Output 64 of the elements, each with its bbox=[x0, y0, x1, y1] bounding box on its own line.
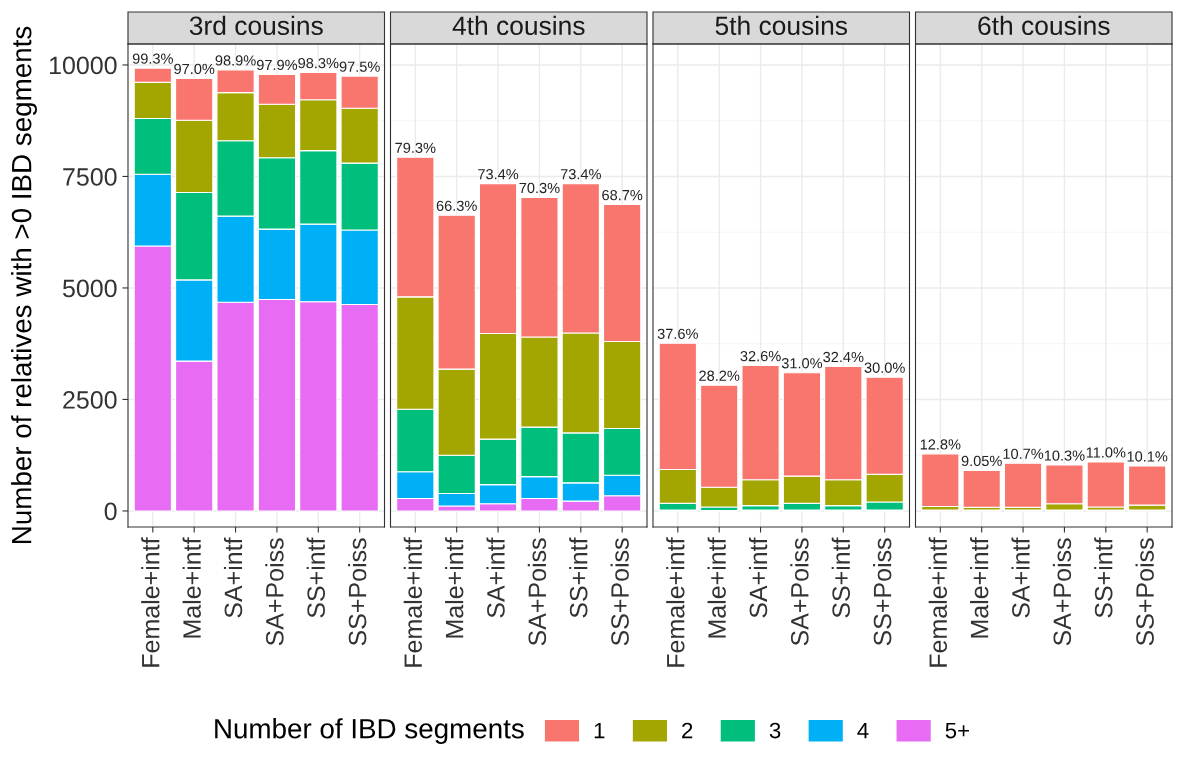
x-tick-label: SA+intf bbox=[1011, 537, 1030, 618]
x-tick-label: SA+intf bbox=[223, 537, 243, 618]
annotation: 97.9% bbox=[256, 59, 298, 71]
x-tick-label: SA+Poiss bbox=[527, 538, 547, 646]
x-tick-label: SA+Poiss bbox=[1052, 538, 1072, 646]
annotation: 37.6% bbox=[657, 328, 698, 339]
x-tick-label: Male+intf bbox=[970, 537, 989, 638]
y-tick-label: 7500 bbox=[63, 168, 117, 186]
x-tick-label: SA+intf bbox=[486, 537, 505, 618]
x-tick-label: Male+intf bbox=[445, 537, 464, 638]
x-tick-label: SA+Poiss bbox=[265, 538, 284, 646]
annotation: 66.3% bbox=[436, 200, 477, 211]
legend-label: 3 bbox=[769, 722, 781, 739]
x-tick-label: SS+intf bbox=[569, 537, 588, 618]
annotation: 30.0% bbox=[864, 362, 905, 373]
annotation: 12.8% bbox=[920, 439, 961, 450]
x-tick-label: SS+intf bbox=[1094, 537, 1113, 618]
x-tick-label: Female+intf bbox=[666, 537, 685, 667]
annotation: 28.2% bbox=[699, 370, 740, 381]
x-tick-label: Female+intf bbox=[141, 537, 160, 667]
legend-label: 4 bbox=[857, 722, 869, 739]
x-tick-label: SS+Poiss bbox=[610, 538, 629, 646]
annotation: 68.7% bbox=[602, 189, 643, 201]
x-tick-label: SS+Poiss bbox=[1135, 538, 1154, 646]
annotation: 32.4% bbox=[823, 351, 864, 363]
legend-label: 5+ bbox=[945, 722, 969, 739]
annotation: 98.3% bbox=[298, 57, 339, 69]
annotation: 70.3% bbox=[519, 182, 560, 194]
annotation: 10.1% bbox=[1127, 451, 1168, 462]
y-axis-title: Number of relatives with >0 IBD segments bbox=[11, 26, 37, 543]
annotation: 32.6% bbox=[740, 350, 781, 362]
y-tick-label: 0 bbox=[104, 502, 117, 521]
chart-title: 4th cousins bbox=[452, 15, 585, 36]
annotation: 9.05% bbox=[961, 455, 1002, 467]
chart-title: 6th cousins bbox=[978, 15, 1110, 36]
annotation: 79.3% bbox=[395, 142, 436, 154]
annotation: 99.3% bbox=[132, 53, 173, 64]
x-tick-label: Male+intf bbox=[182, 537, 201, 638]
annotation: 97.0% bbox=[174, 63, 215, 75]
annotation: 11.0% bbox=[1086, 447, 1126, 458]
annotation: 10.7% bbox=[1003, 448, 1044, 459]
x-tick-label: SA+Poiss bbox=[790, 538, 809, 646]
chart-title: 3rd cousins bbox=[189, 15, 323, 36]
annotation: 73.4% bbox=[478, 168, 519, 180]
y-tick-label: 10000 bbox=[49, 56, 117, 75]
y-tick-label: 2500 bbox=[63, 391, 117, 409]
annotation: 10.3% bbox=[1044, 450, 1085, 461]
x-tick-label: SS+Poiss bbox=[348, 538, 367, 646]
annotation: 97.5% bbox=[339, 61, 380, 72]
x-tick-label: Female+intf bbox=[403, 537, 423, 667]
chart-title: 5th cousins bbox=[715, 15, 848, 36]
x-tick-label: SS+Poiss bbox=[873, 538, 892, 646]
legend-title: Number of IBD segments bbox=[215, 718, 524, 744]
annotation: 31.0% bbox=[781, 358, 823, 369]
x-tick-label: SS+intf bbox=[306, 537, 326, 618]
annotation: 73.4% bbox=[560, 168, 601, 180]
annotation: 98.9% bbox=[215, 55, 256, 66]
x-tick-label: Female+intf bbox=[928, 537, 948, 667]
legend-label: 2 bbox=[682, 722, 693, 739]
x-tick-label: SA+intf bbox=[748, 537, 768, 618]
x-tick-label: Male+intf bbox=[707, 537, 726, 638]
x-tick-label: SS+intf bbox=[831, 537, 851, 618]
y-tick-label: 5000 bbox=[62, 279, 117, 298]
legend-label: 1 bbox=[594, 722, 605, 739]
